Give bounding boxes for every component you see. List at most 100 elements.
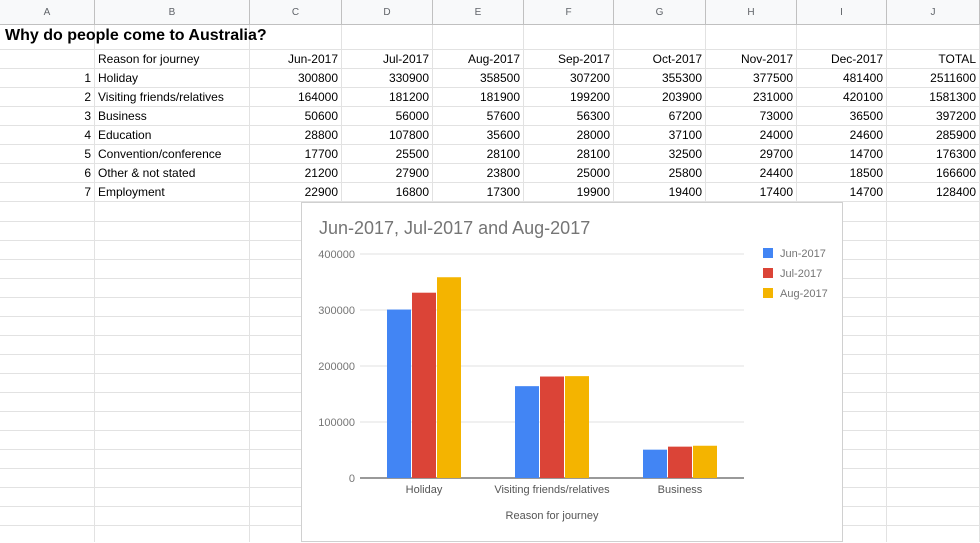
sheet-title-cell[interactable]: Why do people come to Australia? — [0, 25, 980, 50]
table-cell-j[interactable]: 397200 — [887, 107, 980, 126]
column-gridline — [94, 25, 95, 542]
table-cell-c[interactable]: 164000 — [250, 88, 342, 107]
header-cell-j[interactable]: TOTAL — [887, 50, 980, 69]
table-cell-g[interactable]: 25800 — [614, 164, 706, 183]
table-cell-f[interactable]: 28000 — [524, 126, 614, 145]
table-cell-i[interactable]: 420100 — [797, 88, 887, 107]
table-cell-e[interactable]: 23800 — [433, 164, 524, 183]
table-cell-a[interactable]: 4 — [0, 126, 95, 145]
table-cell-h[interactable]: 24000 — [706, 126, 797, 145]
column-header-b[interactable]: B — [95, 0, 250, 25]
column-header-j[interactable]: J — [887, 0, 980, 25]
table-cell-e[interactable]: 35600 — [433, 126, 524, 145]
x-tick-label: Holiday — [406, 484, 443, 496]
table-cell-f[interactable]: 56300 — [524, 107, 614, 126]
table-cell-i[interactable]: 18500 — [797, 164, 887, 183]
table-cell-g[interactable]: 355300 — [614, 69, 706, 88]
table-cell-b[interactable]: Employment — [95, 183, 250, 202]
header-cell-e[interactable]: Aug-2017 — [433, 50, 524, 69]
table-cell-g[interactable]: 37100 — [614, 126, 706, 145]
column-header-e[interactable]: E — [433, 0, 524, 25]
header-cell-h[interactable]: Nov-2017 — [706, 50, 797, 69]
table-cell-g[interactable]: 203900 — [614, 88, 706, 107]
table-cell-b[interactable]: Business — [95, 107, 250, 126]
column-header-i[interactable]: I — [797, 0, 887, 25]
header-cell-d[interactable]: Jul-2017 — [342, 50, 433, 69]
table-cell-j[interactable]: 128400 — [887, 183, 980, 202]
table-cell-b[interactable]: Convention/conference — [95, 145, 250, 164]
table-cell-i[interactable]: 14700 — [797, 145, 887, 164]
header-cell-g[interactable]: Oct-2017 — [614, 50, 706, 69]
legend-swatch-jul-2017 — [763, 268, 773, 278]
column-header-h[interactable]: H — [706, 0, 797, 25]
table-cell-a[interactable]: 1 — [0, 69, 95, 88]
table-cell-g[interactable]: 32500 — [614, 145, 706, 164]
table-cell-f[interactable]: 25000 — [524, 164, 614, 183]
table-cell-a[interactable]: 3 — [0, 107, 95, 126]
table-cell-a[interactable]: 6 — [0, 164, 95, 183]
table-cell-c[interactable]: 50600 — [250, 107, 342, 126]
table-cell-b[interactable]: Visiting friends/relatives — [95, 88, 250, 107]
table-cell-i[interactable]: 481400 — [797, 69, 887, 88]
table-cell-c[interactable]: 21200 — [250, 164, 342, 183]
bar-business-jul-2017 — [668, 446, 692, 478]
table-cell-a[interactable]: 2 — [0, 88, 95, 107]
header-cell-i[interactable]: Dec-2017 — [797, 50, 887, 69]
header-cell-f[interactable]: Sep-2017 — [524, 50, 614, 69]
legend-swatch-jun-2017 — [763, 248, 773, 258]
table-cell-b[interactable]: Other & not stated — [95, 164, 250, 183]
table-cell-d[interactable]: 16800 — [342, 183, 433, 202]
table-cell-e[interactable]: 28100 — [433, 145, 524, 164]
table-cell-h[interactable]: 24400 — [706, 164, 797, 183]
table-cell-e[interactable]: 181900 — [433, 88, 524, 107]
header-cell-c[interactable]: Jun-2017 — [250, 50, 342, 69]
table-cell-c[interactable]: 17700 — [250, 145, 342, 164]
table-cell-a[interactable]: 5 — [0, 145, 95, 164]
legend-swatch-aug-2017 — [763, 288, 773, 298]
column-header-c[interactable]: C — [250, 0, 342, 25]
table-cell-e[interactable]: 17300 — [433, 183, 524, 202]
table-cell-h[interactable]: 29700 — [706, 145, 797, 164]
table-cell-i[interactable]: 36500 — [797, 107, 887, 126]
table-cell-j[interactable]: 285900 — [887, 126, 980, 145]
table-cell-f[interactable]: 19900 — [524, 183, 614, 202]
table-cell-j[interactable]: 176300 — [887, 145, 980, 164]
table-cell-j[interactable]: 166600 — [887, 164, 980, 183]
table-cell-d[interactable]: 181200 — [342, 88, 433, 107]
table-cell-d[interactable]: 56000 — [342, 107, 433, 126]
table-cell-d[interactable]: 25500 — [342, 145, 433, 164]
table-cell-c[interactable]: 28800 — [250, 126, 342, 145]
table-cell-i[interactable]: 14700 — [797, 183, 887, 202]
column-header-g[interactable]: G — [614, 0, 706, 25]
header-cell-b[interactable]: Reason for journey — [95, 50, 250, 69]
column-header-a[interactable]: A — [0, 0, 95, 25]
header-cell-a[interactable] — [0, 50, 95, 69]
table-cell-g[interactable]: 19400 — [614, 183, 706, 202]
table-cell-e[interactable]: 57600 — [433, 107, 524, 126]
table-cell-g[interactable]: 67200 — [614, 107, 706, 126]
table-cell-d[interactable]: 330900 — [342, 69, 433, 88]
table-cell-h[interactable]: 17400 — [706, 183, 797, 202]
column-header-f[interactable]: F — [524, 0, 614, 25]
x-tick-label: Visiting friends/relatives — [494, 484, 610, 496]
table-cell-f[interactable]: 307200 — [524, 69, 614, 88]
table-cell-b[interactable]: Education — [95, 126, 250, 145]
table-cell-j[interactable]: 2511600 — [887, 69, 980, 88]
table-cell-d[interactable]: 27900 — [342, 164, 433, 183]
table-cell-j[interactable]: 1581300 — [887, 88, 980, 107]
table-cell-d[interactable]: 107800 — [342, 126, 433, 145]
table-cell-h[interactable]: 73000 — [706, 107, 797, 126]
table-cell-h[interactable]: 231000 — [706, 88, 797, 107]
table-cell-b[interactable]: Holiday — [95, 69, 250, 88]
embedded-chart[interactable]: Jun-2017, Jul-2017 and Aug-2017 0 100000 20… — [301, 202, 843, 542]
column-header-d[interactable]: D — [342, 0, 433, 25]
bar-business-jun-2017 — [643, 449, 667, 478]
table-cell-c[interactable]: 300800 — [250, 69, 342, 88]
table-cell-f[interactable]: 199200 — [524, 88, 614, 107]
table-cell-h[interactable]: 377500 — [706, 69, 797, 88]
table-cell-e[interactable]: 358500 — [433, 69, 524, 88]
table-cell-f[interactable]: 28100 — [524, 145, 614, 164]
table-cell-i[interactable]: 24600 — [797, 126, 887, 145]
table-cell-a[interactable]: 7 — [0, 183, 95, 202]
table-cell-c[interactable]: 22900 — [250, 183, 342, 202]
